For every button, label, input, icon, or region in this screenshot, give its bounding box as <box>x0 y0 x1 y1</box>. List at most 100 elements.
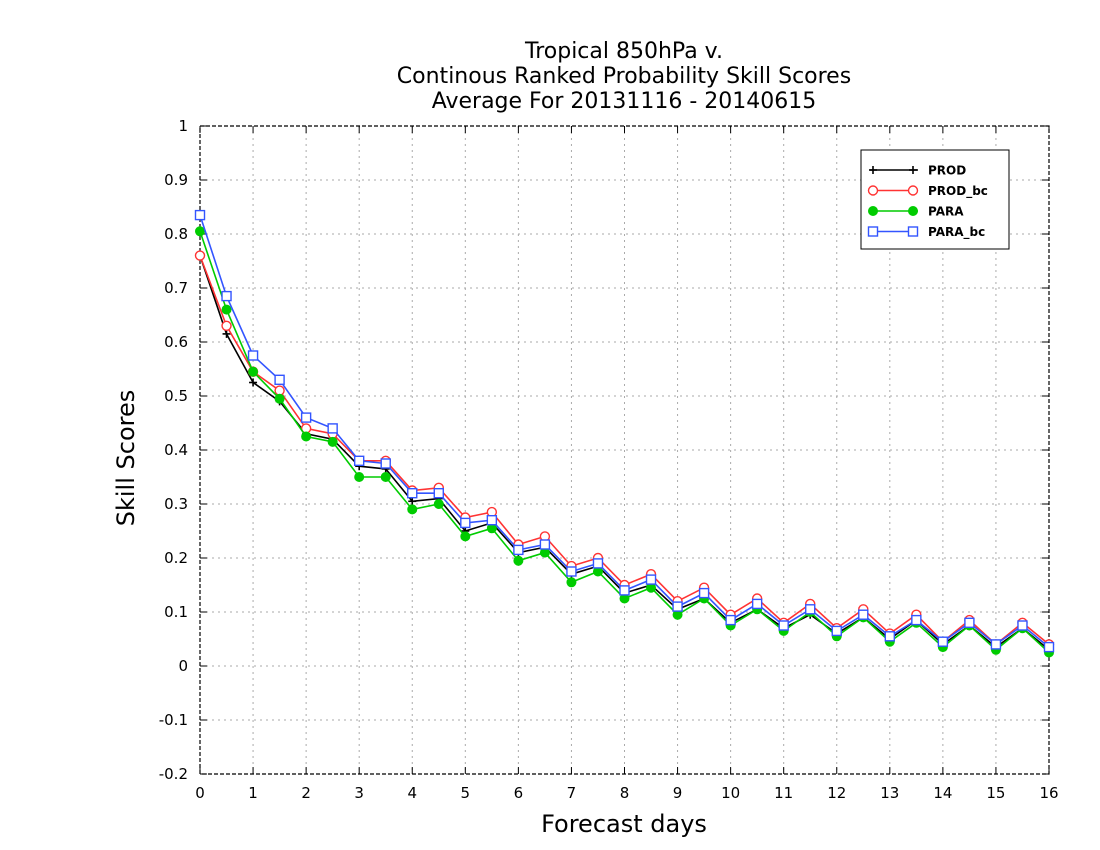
y-tick-label: 0.1 <box>164 603 188 621</box>
y-tick-label: 0.8 <box>164 225 188 243</box>
series-group <box>194 209 1055 658</box>
x-axis-label: Forecast days <box>541 810 707 838</box>
x-tick-label: 8 <box>620 784 630 802</box>
data-point-para <box>433 499 444 509</box>
data-point-para <box>460 531 471 542</box>
grid <box>200 126 1049 774</box>
data-point-para-bc <box>778 620 789 631</box>
y-tick-label: -0.1 <box>159 711 188 729</box>
data-point-para-bc <box>1017 620 1028 631</box>
chart-title-line-3: Average For 20131116 - 20140615 <box>432 89 817 114</box>
data-point-para-bc <box>566 566 577 577</box>
x-tick-label: 9 <box>673 784 683 802</box>
data-point-para <box>513 555 524 566</box>
legend-label: PARA_bc <box>928 225 985 240</box>
data-point-para-bc <box>858 609 869 620</box>
legend-marker <box>869 166 877 174</box>
data-point-para-bc <box>1043 641 1055 653</box>
x-tick-label: 4 <box>407 784 417 802</box>
data-point-para-bc <box>433 488 444 499</box>
legend-marker <box>909 166 917 174</box>
data-point-para-bc <box>725 614 736 626</box>
data-point-para-bc <box>460 517 471 529</box>
data-point-para-bc <box>539 539 551 550</box>
y-tick-label: 0.9 <box>164 171 188 189</box>
data-point-para-bc <box>486 515 498 526</box>
data-point-para-bc <box>698 587 710 599</box>
data-point-para-bc <box>194 209 206 221</box>
x-tick-label: 14 <box>933 784 952 802</box>
x-tick-label: 10 <box>721 784 740 802</box>
y-tick-label: -0.2 <box>159 765 188 783</box>
data-point-para-bc <box>619 585 630 596</box>
legend-item-prod-bc: PROD_bc <box>867 184 988 199</box>
data-point-para <box>221 304 232 315</box>
data-point-para-bc <box>911 614 922 626</box>
axis-ticks: 0 1 2 3 4 5 6 7 8 9 10 11 12 13 14 15 16-0.2-0.100.10.20… <box>159 117 1059 802</box>
series-para-bc <box>194 209 1055 653</box>
y-tick-label: 0 <box>178 657 188 675</box>
legend-item-para-bc: PARA_bc <box>867 225 985 240</box>
data-point-para-bc <box>300 412 312 423</box>
data-point-para <box>407 504 418 515</box>
chart-title-line-1: Tropical 850hPa v. <box>524 39 723 64</box>
data-point-para-bc <box>221 290 232 302</box>
x-tick-label: 13 <box>880 784 899 802</box>
data-point-para-bc <box>247 350 259 361</box>
data-point-para-bc <box>964 617 975 628</box>
data-point-para-bc <box>353 455 365 466</box>
x-tick-label: 12 <box>827 784 846 802</box>
x-tick-label: 7 <box>567 784 577 802</box>
data-point-para <box>354 472 365 482</box>
data-point-para <box>274 393 285 404</box>
data-point-para-bc <box>672 601 683 612</box>
data-point-para <box>195 226 205 237</box>
x-tick-label: 0 <box>195 784 205 802</box>
legend-marker <box>867 226 879 237</box>
data-point-para-bc <box>592 558 604 569</box>
data-point-para-bc <box>751 598 763 610</box>
data-point-para-bc <box>990 639 1002 650</box>
legend-label: PARA <box>928 205 964 219</box>
data-point-prod-bc <box>221 320 232 331</box>
data-point-para-bc <box>513 544 524 556</box>
data-point-para <box>327 436 338 447</box>
data-point-para-bc <box>831 625 842 637</box>
data-point-para <box>301 431 312 442</box>
legend-marker <box>868 206 878 216</box>
legend-label: PROD <box>928 164 966 178</box>
x-tick-label: 1 <box>248 784 258 802</box>
legend-marker <box>907 185 919 196</box>
legend-item-prod: PROD <box>869 164 966 178</box>
legend-marker <box>908 206 918 216</box>
data-point-para-bc <box>884 631 896 642</box>
data-point-para <box>380 472 391 482</box>
x-tick-label: 2 <box>301 784 311 802</box>
y-tick-label: 0.2 <box>164 549 188 567</box>
data-point-prod-bc <box>194 250 206 261</box>
data-point-para-bc <box>645 574 657 585</box>
data-point-prod <box>222 329 231 338</box>
data-point-para <box>566 577 577 588</box>
x-tick-label: 5 <box>461 784 471 802</box>
data-point-para-bc <box>380 458 391 469</box>
data-point-para-bc <box>937 636 949 647</box>
legend: PROD PROD_bc PARA PARA_bc <box>860 149 1010 250</box>
x-tick-label: 16 <box>1039 784 1058 802</box>
legend-marker <box>867 185 879 196</box>
x-tick-label: 15 <box>986 784 1005 802</box>
data-point-para-bc <box>327 423 338 434</box>
data-point-para-bc <box>274 374 285 385</box>
y-axis-label: Skill Scores <box>112 390 140 527</box>
chart-title-line-2: Continous Ranked Probability Skill Score… <box>397 64 851 89</box>
data-point-prod <box>408 497 417 506</box>
y-tick-label: 0.4 <box>164 441 188 459</box>
legend-marker <box>907 226 919 237</box>
legend-label: PROD_bc <box>928 184 988 199</box>
y-tick-label: 0.3 <box>164 495 188 513</box>
x-tick-label: 3 <box>354 784 364 802</box>
data-point-para-bc <box>407 488 418 499</box>
data-point-prod <box>249 378 258 387</box>
legend-item-para: PARA <box>868 205 964 219</box>
